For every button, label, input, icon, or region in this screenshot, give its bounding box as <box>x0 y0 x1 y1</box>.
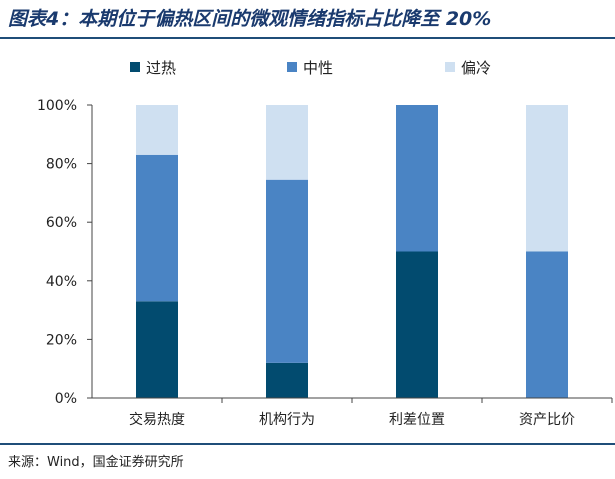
x-axis: 交易热度 机构行为 利差位置 资产比价 <box>92 397 613 428</box>
bar-segment <box>136 154 178 302</box>
y-tick-label: 40% <box>46 274 77 290</box>
legend-swatch <box>287 62 297 72</box>
legend-swatch <box>130 62 140 72</box>
x-tick-label: 机构行为 <box>259 412 315 428</box>
x-tick-label: 交易热度 <box>129 411 185 428</box>
bar-segment <box>266 179 308 363</box>
top-rule <box>0 37 615 39</box>
legend-label: 中性 <box>303 59 333 77</box>
source-note: 来源：Wind，国金证券研究所 <box>8 455 184 470</box>
y-axis: 0% 20% 40% 60% 80% 100% <box>37 98 93 407</box>
y-tick-label: 20% <box>46 332 77 348</box>
bottom-rule <box>0 443 615 445</box>
figure-title: 图表4：本期位于偏热区间的微观情绪指标占比降至 20% <box>8 8 492 30</box>
legend-swatch <box>445 62 455 72</box>
y-tick-label: 60% <box>46 215 77 231</box>
y-tick-label: 0% <box>55 391 77 407</box>
legend-label: 偏冷 <box>461 59 491 77</box>
stacked-bar-chart: 过热 中性 偏冷 0% 20% 40% 60% 80% 100% 交易热度 机构行为 利差位置 资产… <box>37 59 613 428</box>
bar-segment <box>396 251 438 398</box>
legend: 过热 中性 偏冷 <box>130 59 491 77</box>
bar-segment <box>136 301 178 398</box>
bar-segment <box>526 105 568 252</box>
bars <box>136 105 568 398</box>
bar-segment <box>266 105 308 180</box>
y-tick-label: 80% <box>46 157 77 173</box>
bar-segment <box>266 362 308 398</box>
y-tick-label: 100% <box>37 98 77 114</box>
x-tick-label: 资产比价 <box>519 412 575 428</box>
bar-segment <box>526 251 568 398</box>
legend-label: 过热 <box>146 59 176 77</box>
x-tick-label: 利差位置 <box>389 412 445 428</box>
bar-segment <box>136 105 178 155</box>
bar-segment <box>396 105 438 252</box>
